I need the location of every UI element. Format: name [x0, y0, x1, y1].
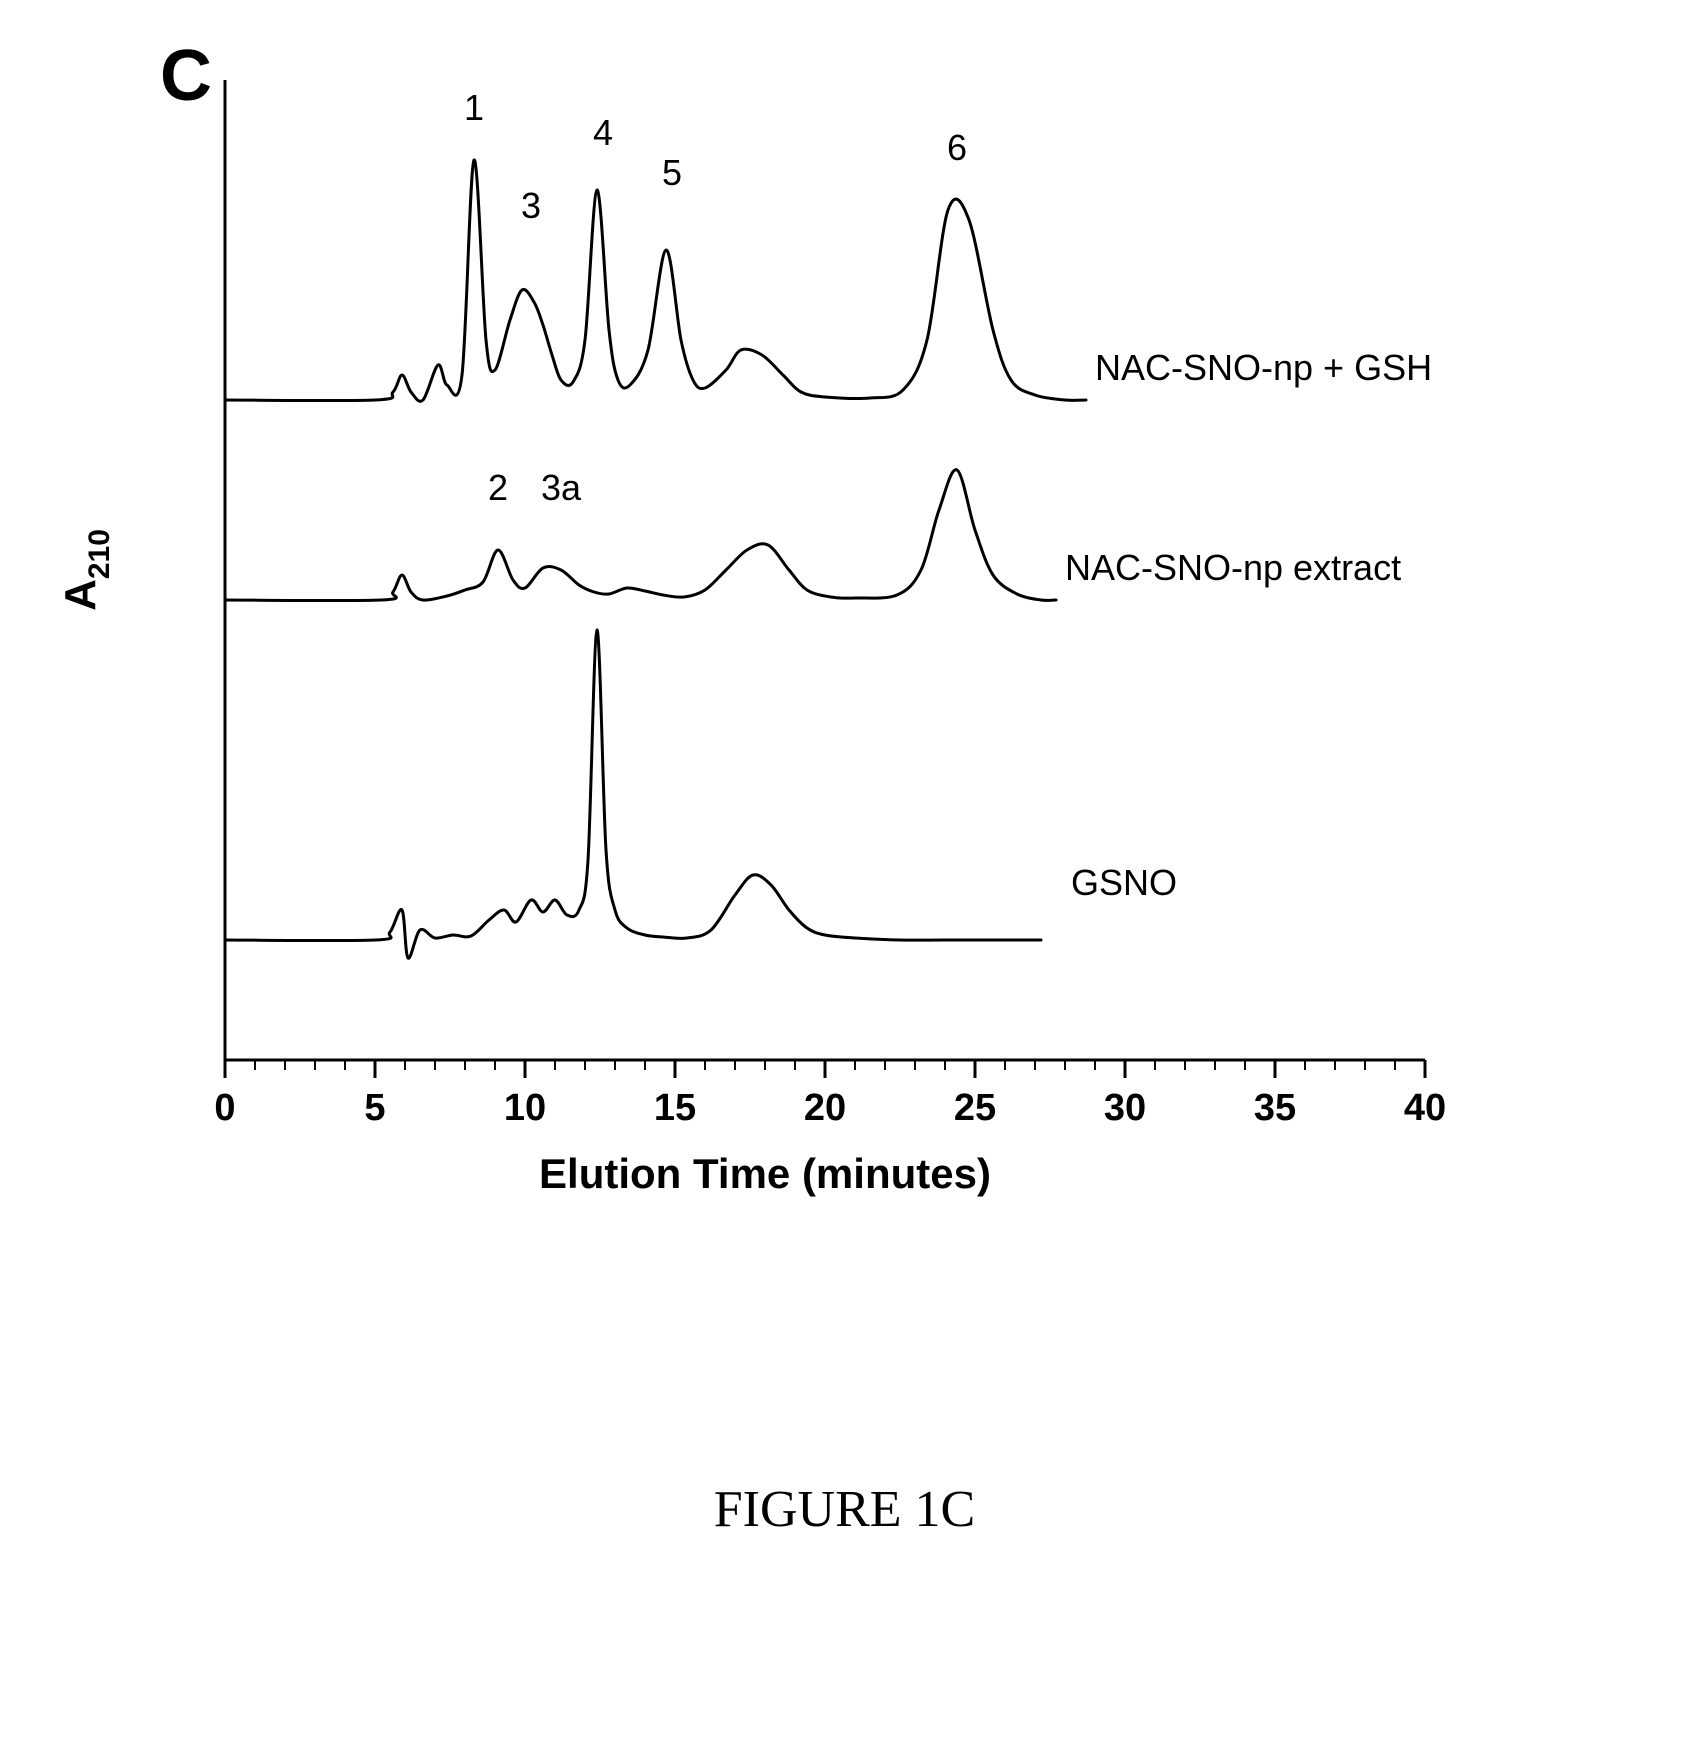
- x-tick-label: 0: [214, 1087, 235, 1129]
- x-tick-label: 10: [504, 1087, 546, 1129]
- trace-label: NAC-SNO-np + GSH: [1095, 347, 1432, 388]
- peak-label: 1: [464, 87, 484, 128]
- x-tick-label: 35: [1254, 1087, 1296, 1129]
- peak-label: 4: [593, 112, 613, 153]
- peak-label: 6: [947, 127, 967, 168]
- chromatogram-chart: 0510152025303540Elution Time (minutes)A2…: [0, 0, 1689, 1300]
- peak-label: 5: [662, 152, 682, 193]
- x-tick-label: 5: [364, 1087, 385, 1129]
- x-tick-label: 30: [1104, 1087, 1146, 1129]
- x-axis-label: Elution Time (minutes): [539, 1150, 991, 1197]
- x-tick-label: 20: [804, 1087, 846, 1129]
- trace-nac-sno-np-gsh: [225, 160, 1086, 401]
- page: 0510152025303540Elution Time (minutes)A2…: [0, 0, 1689, 1745]
- trace-label: NAC-SNO-np extract: [1065, 547, 1401, 588]
- trace-nac-sno-np-extract: [225, 470, 1056, 601]
- peak-label: 2: [488, 467, 508, 508]
- x-tick-label: 40: [1404, 1087, 1446, 1129]
- figure-caption: FIGURE 1C: [0, 1480, 1689, 1539]
- peak-label: 3a: [541, 467, 582, 508]
- svg-text:A210: A210: [56, 529, 116, 611]
- peak-label: 3: [521, 185, 541, 226]
- trace-gsno: [225, 630, 1041, 958]
- y-axis-label: A210: [56, 529, 116, 611]
- x-tick-label: 15: [654, 1087, 696, 1129]
- panel-label: C: [160, 36, 212, 116]
- trace-label: GSNO: [1071, 862, 1177, 903]
- x-tick-label: 25: [954, 1087, 996, 1129]
